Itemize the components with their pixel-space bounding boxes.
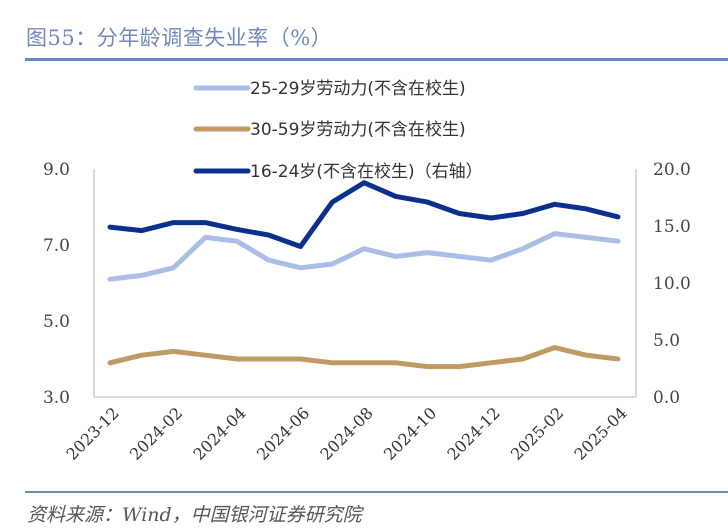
legend-label: 16-24岁(不含在校生)（右轴） bbox=[250, 162, 483, 182]
series-line-1 bbox=[107, 345, 621, 370]
left-tick-label: 7.0 bbox=[43, 236, 70, 256]
right-tick-label: 10.0 bbox=[653, 274, 691, 294]
source-note: 资料来源：Wind，中国银河证券研究院 bbox=[27, 504, 362, 526]
chart-title: 图55：分年龄调查失业率（%） bbox=[26, 26, 333, 50]
left-axis: 3.0 5.0 7.0 9.0 bbox=[43, 160, 70, 408]
x-tick-label: 2025-04 bbox=[570, 403, 630, 463]
x-tick-label: 2024-08 bbox=[316, 403, 376, 463]
legend: 25-29岁劳动力(不含在校生) 30-59岁劳动力(不含在校生) 16-24岁(不… bbox=[193, 79, 483, 182]
legend-label: 30-59岁劳动力(不含在校生) bbox=[250, 120, 466, 140]
series-lines bbox=[107, 180, 621, 370]
right-axis: 0.0 5.0 10.0 15.0 20.0 bbox=[653, 160, 691, 408]
series-line-0 bbox=[107, 231, 621, 282]
left-tick-label: 5.0 bbox=[43, 312, 70, 332]
left-tick-label: 9.0 bbox=[43, 160, 70, 180]
left-tick-label: 3.0 bbox=[43, 388, 70, 408]
x-tick-label: 2024-04 bbox=[189, 403, 249, 463]
x-axis: 2023-12 2024-02 2024-04 2024-06 2024-08 2024-… bbox=[62, 403, 630, 463]
right-tick-label: 5.0 bbox=[653, 331, 680, 351]
x-tick-label: 2023-12 bbox=[62, 403, 122, 463]
right-tick-label: 15.0 bbox=[653, 217, 691, 237]
x-tick-label: 2024-06 bbox=[253, 403, 313, 463]
right-tick-label: 20.0 bbox=[653, 160, 691, 180]
x-tick-label: 2024-12 bbox=[443, 403, 503, 463]
x-tick-label: 2024-10 bbox=[380, 403, 440, 463]
footer-divider bbox=[25, 491, 728, 493]
title-divider bbox=[25, 58, 728, 61]
right-tick-label: 0.0 bbox=[653, 388, 680, 408]
x-tick-label: 2024-02 bbox=[126, 403, 186, 463]
legend-label: 25-29岁劳动力(不含在校生) bbox=[250, 79, 466, 99]
line-chart: 3.05.07.09.0 0.05.010.015.020.0 2023-12 2… bbox=[43, 79, 691, 464]
x-tick-label: 2025-02 bbox=[507, 403, 567, 463]
